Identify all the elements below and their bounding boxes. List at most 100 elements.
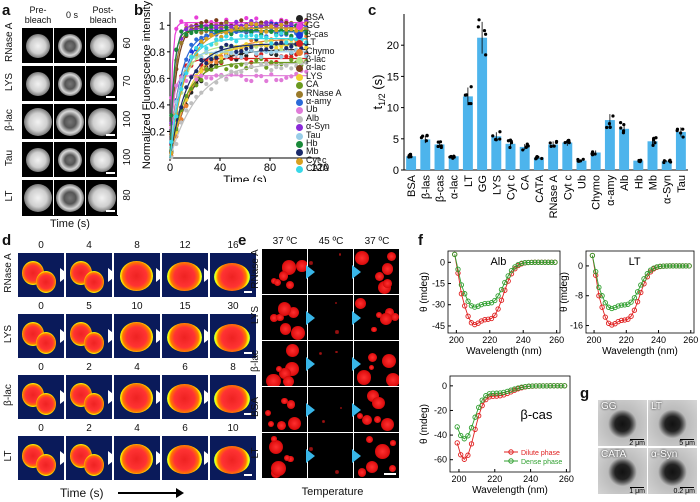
b-legend-marker-10 [296, 99, 303, 106]
b-point-11 [259, 74, 264, 79]
c-category-label-5: GG [477, 175, 489, 192]
b-point-11 [279, 78, 284, 83]
c-point-5 [484, 32, 488, 36]
c-bar-7 [505, 143, 516, 170]
d-row-label-2: β-lac [3, 384, 14, 406]
e-droplet-1-2-0 [385, 307, 394, 317]
a-scalebar-4 [106, 210, 115, 212]
b-point-9 [224, 20, 229, 26]
c-category-label-12: Ub [577, 175, 589, 189]
f-point-dense-1 [638, 282, 644, 288]
b-legend-label-8: CA [306, 79, 319, 90]
cd-spectrum-bcas: 200 220 240 260 0 -20 -40 -60 Wavelength (nm) θ (… [419, 375, 574, 496]
b-point-12 [259, 62, 264, 67]
b-point-0 [244, 53, 249, 58]
b-legend-entry-13: α-Syn [296, 122, 366, 132]
b-point-18 [279, 31, 284, 36]
panel-label-g: g [580, 385, 590, 402]
c-bar-13 [590, 152, 601, 170]
a-droplet-0-1 [57, 33, 82, 58]
a-droplet-2-0 [23, 107, 52, 136]
e-row-label-3: BSA [250, 397, 261, 418]
f-ylabel-2: θ (mdeg) [419, 404, 430, 444]
b-legend-label-6: α-lac [306, 62, 326, 73]
d-row-label-0: RNase A [3, 253, 14, 293]
e-droplet-4-2-0 [390, 440, 396, 446]
f-legend-marker-0 [508, 449, 514, 455]
b-point-16 [289, 44, 294, 49]
a-tile-0-0 [22, 28, 53, 63]
e-droplet-4-2-3 [375, 444, 390, 459]
f-ylabel-0: θ (mdeg) [419, 272, 430, 312]
b-point-18 [209, 42, 214, 47]
b-point-12 [284, 63, 289, 68]
c-point-5 [484, 53, 488, 57]
b-legend-label-14: Tau [306, 129, 321, 140]
c-point-8 [525, 142, 529, 146]
b-legend-entry-1: GG [296, 21, 366, 31]
f-point-dense-2 [515, 385, 521, 391]
a-droplet-0-0 [25, 33, 50, 58]
d-time-arrow-head [176, 488, 184, 498]
b-point-16 [269, 45, 274, 50]
c-point-4 [469, 85, 473, 89]
b-point-18 [214, 37, 219, 42]
f-point-dense-2 [476, 404, 482, 411]
b-point-18 [219, 37, 224, 43]
e-arrow-2-1 [306, 357, 315, 371]
b-point-14 [254, 51, 259, 56]
f-line-dense-0 [454, 254, 555, 308]
c-point-4 [467, 101, 471, 106]
d-droplet-b-0-0 [36, 271, 56, 293]
f-point-dense-2 [454, 424, 460, 430]
f-frame-1 [585, 250, 695, 334]
a-row-time-4: 80 [122, 189, 133, 201]
b-point-14 [304, 54, 309, 59]
c-point-10 [554, 140, 559, 145]
a-scalebar-3 [106, 172, 115, 174]
b-point-11 [304, 69, 309, 74]
e-droplet-4-2-2 [365, 460, 379, 474]
g-scalebar-3 [680, 486, 694, 488]
c-category-label-19: Tau [676, 175, 688, 193]
b-point-12 [239, 69, 244, 74]
d-time-1-4: 30 [227, 301, 239, 312]
e-droplet-4-0-4 [270, 461, 286, 477]
c-point-6 [498, 137, 502, 141]
b-point-13 [264, 20, 269, 25]
g-scale-label-1: 5 μm [679, 440, 695, 447]
d-scalebar-0 [244, 291, 252, 293]
d-tile-0-0 [18, 253, 64, 297]
f-point-dense-2 [511, 386, 518, 392]
c-point-14 [605, 125, 609, 130]
b-point-11 [209, 76, 214, 81]
c-point-15 [621, 131, 626, 135]
c-point-15 [619, 126, 623, 130]
d-droplet-b-2-1 [84, 393, 104, 415]
d-arrow-1-3 [204, 329, 213, 343]
b-point-14 [224, 54, 229, 59]
b-point-8 [229, 63, 234, 68]
b-point-6 [214, 18, 219, 23]
a-header-prebleach: Pre- bleach [24, 5, 52, 25]
b-legend-marker-2 [296, 31, 303, 39]
b-legend-label-0: BSA [306, 12, 325, 22]
b-point-15 [254, 27, 259, 32]
f-point-dense-0 [455, 266, 461, 272]
d-time-3-0: 0 [38, 423, 44, 434]
b-point-16 [264, 47, 269, 52]
b-point-12 [214, 80, 219, 85]
d-droplet-b-3-0 [36, 454, 56, 476]
b-point-6 [204, 19, 209, 24]
c-bar-2 [434, 144, 445, 170]
d-time-3-1: 2 [86, 423, 92, 434]
b-fit-line-8 [169, 61, 308, 159]
b-legend-entry-7: LYS [296, 71, 366, 81]
c-category-label-0: BSA [406, 174, 418, 197]
b-point-18 [269, 41, 274, 46]
d-tile-0-3 [162, 253, 208, 297]
f-point-dense-0 [465, 298, 471, 304]
b-point-9 [179, 40, 184, 46]
g-label-1: LT [651, 401, 662, 412]
d-arrow-0-1 [108, 268, 117, 282]
